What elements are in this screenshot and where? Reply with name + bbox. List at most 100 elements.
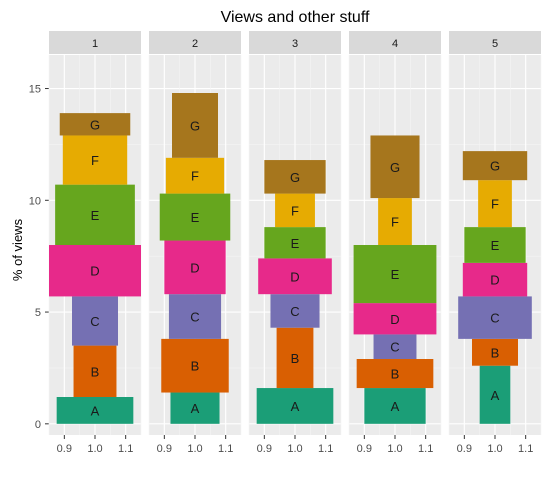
bar-label: F	[391, 215, 399, 230]
bar-segment-a	[256, 388, 334, 424]
x-tick-label: 1.1	[518, 443, 533, 455]
bar-segment-e	[55, 184, 135, 245]
bar-label: D	[490, 273, 499, 288]
y-tick-label: 15	[29, 84, 41, 96]
bar-label: A	[291, 399, 300, 414]
y-tick-label: 5	[35, 307, 41, 319]
bar-label: F	[491, 197, 499, 212]
bar-label: G	[90, 117, 100, 132]
panel-3: 3 0.9 1.0 1.1 A B C D E F G	[248, 31, 342, 455]
bar-label: C	[390, 340, 399, 355]
bar-label: E	[91, 208, 100, 223]
bar-segment-b	[276, 327, 314, 389]
bar-segment-g	[462, 151, 528, 181]
bar-segment-f	[378, 198, 412, 245]
strip-label: 4	[392, 38, 398, 50]
bar-segment-e	[353, 245, 437, 304]
bar-label: F	[191, 169, 199, 184]
strip-background	[349, 31, 441, 54]
bar-segment-a	[56, 397, 134, 424]
x-tick-label: 0.9	[357, 443, 372, 455]
bar-label: E	[391, 267, 400, 282]
bar-label: C	[190, 310, 199, 325]
x-tick-label: 0.9	[157, 443, 172, 455]
bar-segment-d	[164, 240, 226, 295]
bar-label: G	[490, 159, 500, 174]
bar-segment-b	[73, 345, 117, 397]
bar-segment-g	[264, 160, 326, 194]
panel-2: 2 0.9 1.0 1.1 A B C D E F G	[148, 31, 242, 455]
panel-5: 5 0.9 1.0 1.1 A B C D E F G	[448, 31, 542, 455]
bar-label: A	[191, 401, 200, 416]
bar-label: B	[91, 364, 100, 379]
bar-segment-c	[373, 334, 417, 359]
bar-segment-e	[464, 227, 526, 263]
bar-label: G	[390, 160, 400, 175]
bar-segment-f	[478, 180, 512, 228]
strip-background	[49, 31, 141, 54]
bar-label: C	[290, 304, 299, 319]
x-tick-label: 1.0	[487, 443, 502, 455]
x-tick-label: 1.1	[418, 443, 433, 455]
x-tick-label: 1.1	[118, 443, 133, 455]
bar-label: D	[90, 264, 99, 279]
x-tick-label: 1.1	[218, 443, 233, 455]
bar-label: F	[291, 203, 299, 218]
bar-label: A	[391, 399, 400, 414]
bar-label: C	[490, 311, 499, 326]
bar-label: F	[91, 153, 99, 168]
x-tick-label: 1.0	[287, 443, 302, 455]
x-tick-label: 0.9	[457, 443, 472, 455]
strip-background	[249, 31, 341, 54]
bar-segment-e	[264, 227, 326, 259]
bar-segment-b	[472, 338, 518, 366]
bar-label: D	[190, 260, 199, 275]
strip-background	[149, 31, 241, 54]
x-tick-label: 1.1	[318, 443, 333, 455]
bar-label: E	[291, 236, 300, 251]
bar-segment-c	[458, 296, 532, 339]
bar-segment-f	[275, 193, 315, 228]
bar-label: D	[290, 269, 299, 284]
bar-segment-c	[72, 296, 118, 346]
bar-segment-a	[479, 365, 511, 424]
bar-segment-g	[172, 93, 218, 158]
x-tick-label: 1.0	[387, 443, 402, 455]
bar-segment-f	[62, 135, 128, 185]
y-tick-label: 0	[35, 419, 41, 431]
bar-segment-c	[270, 294, 320, 328]
bar-label: B	[491, 345, 500, 360]
bar-label: G	[190, 118, 200, 133]
bar-segment-d	[353, 303, 437, 335]
bar-label: B	[291, 351, 300, 366]
bar-label: C	[90, 314, 99, 329]
bar-segment-b	[161, 338, 229, 393]
strip-label: 5	[492, 38, 498, 50]
panel-1: 1 0.9 1.0 1.1 A B C D E F G	[48, 31, 142, 455]
bar-segment-c	[168, 294, 222, 339]
bar-label: B	[191, 359, 200, 374]
x-tick-label: 1.0	[87, 443, 102, 455]
bar-label: A	[91, 403, 100, 418]
bar-segment-f	[165, 157, 225, 194]
bar-segment-g	[59, 113, 131, 136]
y-axis-title: % of views	[10, 218, 25, 281]
bar-label: G	[290, 170, 300, 185]
bar-segment-d	[462, 262, 528, 297]
x-tick-label: 1.0	[187, 443, 202, 455]
strip-label: 3	[292, 38, 298, 50]
chart-title: Views and other stuff	[221, 9, 370, 26]
panel-4: 4 0.9 1.0 1.1 A BCD E F G	[348, 31, 442, 455]
strip-label: 2	[192, 38, 198, 50]
bar-segment-e	[159, 193, 231, 241]
bar-segment-d	[49, 245, 141, 297]
bar-label: E	[491, 238, 500, 253]
bar-label: A	[491, 388, 500, 403]
bar-label: E	[191, 210, 200, 225]
x-tick-label: 0.9	[257, 443, 272, 455]
bar-label: B	[391, 367, 400, 382]
strip-label: 1	[92, 38, 98, 50]
